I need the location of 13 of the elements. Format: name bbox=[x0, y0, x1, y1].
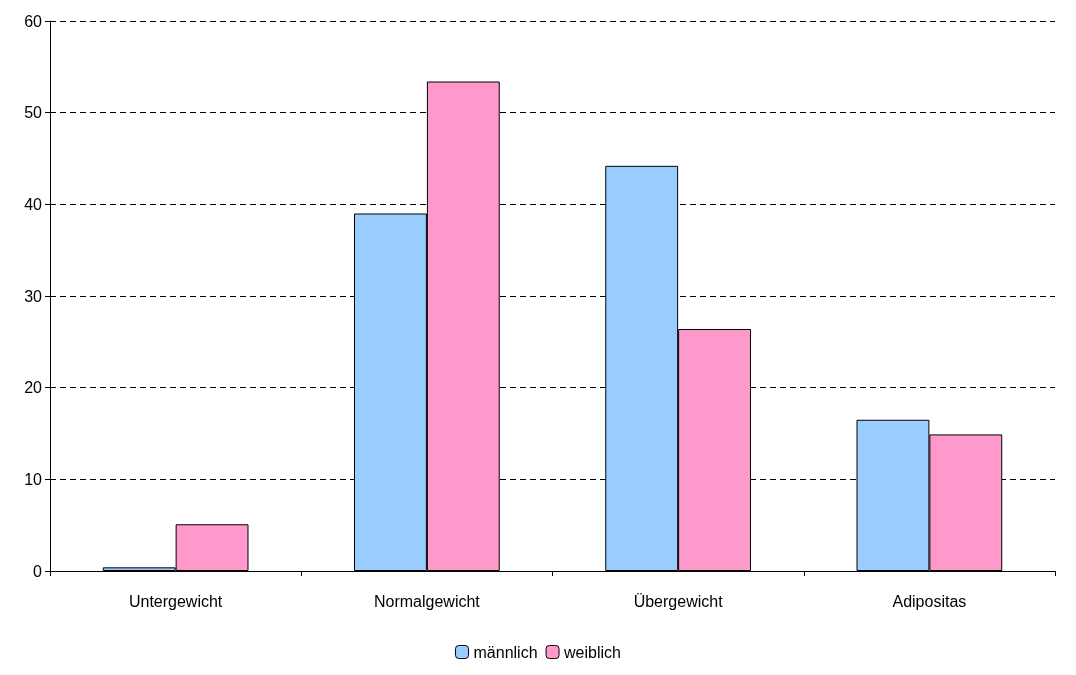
x-tick-label: Übergewicht bbox=[633, 592, 724, 610]
y-tick-label: 40 bbox=[24, 195, 43, 213]
legend-label: männlich bbox=[473, 643, 538, 661]
y-tick-label: 60 bbox=[24, 12, 43, 30]
x-tick-label: Untergewicht bbox=[128, 592, 223, 610]
y-tick-label: 10 bbox=[24, 470, 43, 488]
y-tick-label: 20 bbox=[24, 379, 43, 397]
y-tick-label: 50 bbox=[24, 104, 43, 122]
y-tick-label: 30 bbox=[24, 287, 43, 305]
x-tick-label: Adipositas bbox=[892, 592, 967, 610]
x-tick-label: Normalgewicht bbox=[373, 592, 481, 610]
legend-label: weiblich bbox=[563, 643, 621, 661]
y-tick-label: 0 bbox=[33, 562, 43, 580]
